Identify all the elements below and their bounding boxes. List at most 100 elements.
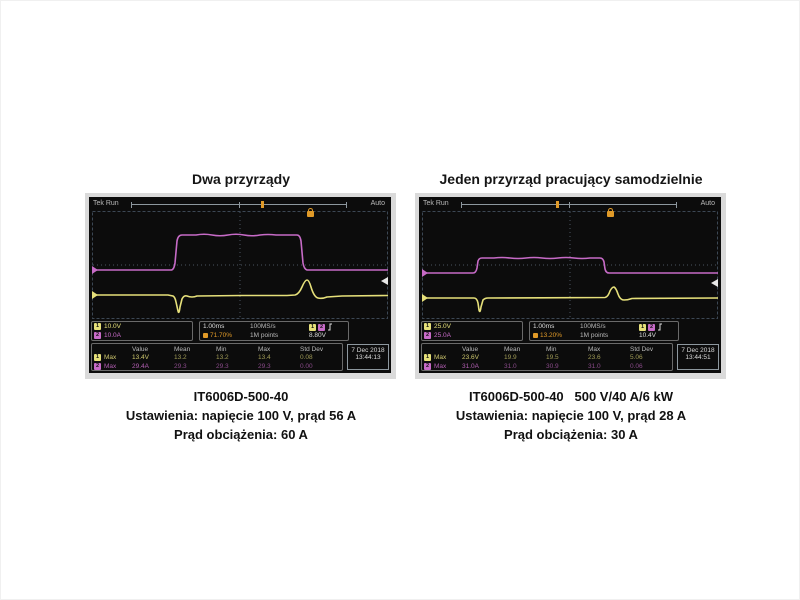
rising-edge-icon [328, 323, 332, 331]
measurement-row-ch2: 2 Max 31.0A 31.0 30.9 31.0 0.06 [424, 362, 643, 370]
measurement-row-ch2: 2 Max 29.4A 29.3 29.3 29.3 0.00 [94, 362, 313, 370]
horizontal-trigger-box: 1.00ms 13.20% 100MS/s 1M points 1 2 [529, 321, 679, 341]
scope-caption: IT6006D-500-40 Ustawienia: napięcie 100 … [85, 387, 397, 444]
measurement-header: Value Mean Min Max Std Dev [462, 345, 654, 353]
acquisition-bar [131, 201, 347, 209]
ch2-voltage-trace [92, 233, 388, 271]
scope-status-row: 1 10.0V 2 10.0A 1.00ms 71.70% [89, 321, 391, 342]
marker-icon [533, 333, 538, 338]
panel-title: Jeden przyrząd pracujący samodzielnie [439, 171, 703, 187]
caption-load-current: Prąd obciążenia: 30 A [504, 427, 638, 442]
ch1-badge: 1 [639, 323, 646, 331]
scope-time: 13:44:13 [355, 354, 381, 361]
trigger-source-icons: 1 2 [309, 323, 348, 331]
ch2-badge: 2 [424, 332, 431, 339]
caption-settings: Ustawienia: napięcie 100 V, prąd 28 A [455, 408, 687, 423]
trigger-point-icon [307, 208, 314, 217]
trigger-level-value: 8.80V [309, 332, 326, 339]
panel-two-instruments: Dwa przyrządy Tek Run Auto [85, 171, 397, 444]
rising-edge-icon [658, 323, 662, 331]
measurement-table: Value Mean Min Max Std Dev 1 Max 23.6V 19… [421, 343, 673, 371]
ch1-badge: 1 [424, 354, 431, 362]
ch1-channel-marker [422, 294, 428, 302]
waveform-plot [92, 211, 389, 319]
caption-settings: Ustawienia: napięcie 100 V, prąd 56 A [125, 408, 357, 423]
scope-screenshot-frame: Tek Run Auto [415, 193, 726, 379]
record-length: 1M points [250, 332, 279, 339]
scope-status-row: 1 25.0V 2 25.0A 1.00ms 13.20% [419, 321, 721, 342]
trigger-point-icon [607, 208, 614, 217]
trigger-position-value: 13.20% [533, 332, 577, 339]
acqbar-center-tick [569, 202, 570, 208]
ch1-badge: 1 [94, 354, 101, 362]
acqbar-center-tick [239, 202, 240, 208]
oscilloscope-screen: Tek Run Auto [89, 197, 391, 373]
channel-scales-box: 1 10.0V 2 10.0A [91, 321, 193, 341]
ch2-badge: 2 [424, 362, 431, 370]
scope-screenshot-frame: Tek Run Auto [85, 193, 396, 379]
trigger-column: 1 2 8.80V [306, 322, 348, 340]
horizontal-trigger-box: 1.00ms 71.70% 100MS/s 1M points 1 2 [199, 321, 349, 341]
sample-rate: 100MS/s [250, 323, 276, 330]
acquisition-status: Tek Run [93, 200, 119, 207]
scope-date: 7 Dec 2018 [681, 347, 715, 354]
scope-time: 13:44:51 [685, 354, 711, 361]
ch2-badge: 2 [94, 362, 101, 370]
trigger-position-value: 71.70% [203, 332, 247, 339]
waveform-plot [422, 211, 719, 319]
graticule [422, 211, 719, 319]
panel-title: Dwa przyrządy [191, 171, 291, 187]
ch2-scale: 2 10.0A [94, 332, 121, 339]
scope-date: 7 Dec 2018 [351, 347, 385, 354]
timebase-value: 1.00ms [203, 323, 225, 330]
trigger-source-icons: 1 2 [639, 323, 678, 331]
comparison-columns: Dwa przyrządy Tek Run Auto [85, 171, 727, 444]
oscilloscope-screen: Tek Run Auto [419, 197, 721, 373]
measurement-row-ch1: 1 Max 23.6V 19.9 19.5 23.6 5.06 [424, 354, 643, 362]
trigger-position-tick [260, 201, 264, 208]
channel-scales-box: 1 25.0V 2 25.0A [421, 321, 523, 341]
ch1-badge: 1 [94, 323, 101, 330]
acquisition-bar [461, 201, 677, 209]
ch2-badge: 2 [94, 332, 101, 339]
ch1-current-trace [92, 279, 389, 314]
trigger-level-value: 10.4V [639, 332, 656, 339]
trigger-column: 1 2 10.4V [636, 322, 678, 340]
trigger-mode: Auto [700, 200, 715, 207]
caption-load-current: Prąd obciążenia: 60 A [174, 427, 308, 442]
measurement-header: Value Mean Min Max Std Dev [132, 345, 324, 353]
scope-topbar: Tek Run Auto [89, 198, 391, 210]
caption-model: IT6006D-500-40 [193, 389, 289, 404]
measurement-row-ch1: 1 Max 13.4V 13.2 13.2 13.4 0.08 [94, 354, 313, 362]
ch2-scale: 2 25.0A [424, 332, 451, 339]
ch1-scale: 1 10.0V [94, 323, 121, 330]
scope-topbar: Tek Run Auto [419, 198, 721, 210]
ch2-badge: 2 [318, 323, 325, 331]
ch1-current-trace [422, 286, 719, 313]
acquisition-column: 100MS/s 1M points [577, 322, 636, 340]
ch2-badge: 2 [648, 323, 655, 331]
marker-icon [203, 333, 208, 338]
record-length: 1M points [580, 332, 609, 339]
datetime-box: 7 Dec 2018 13:44:13 [347, 344, 389, 370]
ch1-badge: 1 [424, 323, 431, 330]
measurement-row: Value Mean Min Max Std Dev 1 Max 13.4V 13… [89, 343, 391, 372]
sample-rate: 100MS/s [580, 323, 606, 330]
timebase-column: 1.00ms 13.20% [530, 322, 577, 340]
ch2-voltage-trace [422, 256, 718, 274]
panel-single-instrument: Jeden przyrząd pracujący samodzielnie Te… [415, 171, 727, 444]
acquisition-status: Tek Run [423, 200, 449, 207]
scope-caption: IT6006D-500-40 500 V/40 A/6 kW Ustawieni… [415, 387, 727, 444]
datetime-box: 7 Dec 2018 13:44:51 [677, 344, 719, 370]
timebase-column: 1.00ms 71.70% [200, 322, 247, 340]
measurement-row: Value Mean Min Max Std Dev 1 Max 23.6V 19… [419, 343, 721, 372]
ch1-badge: 1 [309, 323, 316, 331]
ch1-channel-marker [92, 291, 98, 299]
caption-model: IT6006D-500-40 500 V/40 A/6 kW [468, 389, 674, 404]
acquisition-column: 100MS/s 1M points [247, 322, 306, 340]
trigger-level-marker [711, 279, 718, 287]
timebase-value: 1.00ms [533, 323, 555, 330]
trigger-level-marker [381, 277, 388, 285]
trigger-mode: Auto [370, 200, 385, 207]
